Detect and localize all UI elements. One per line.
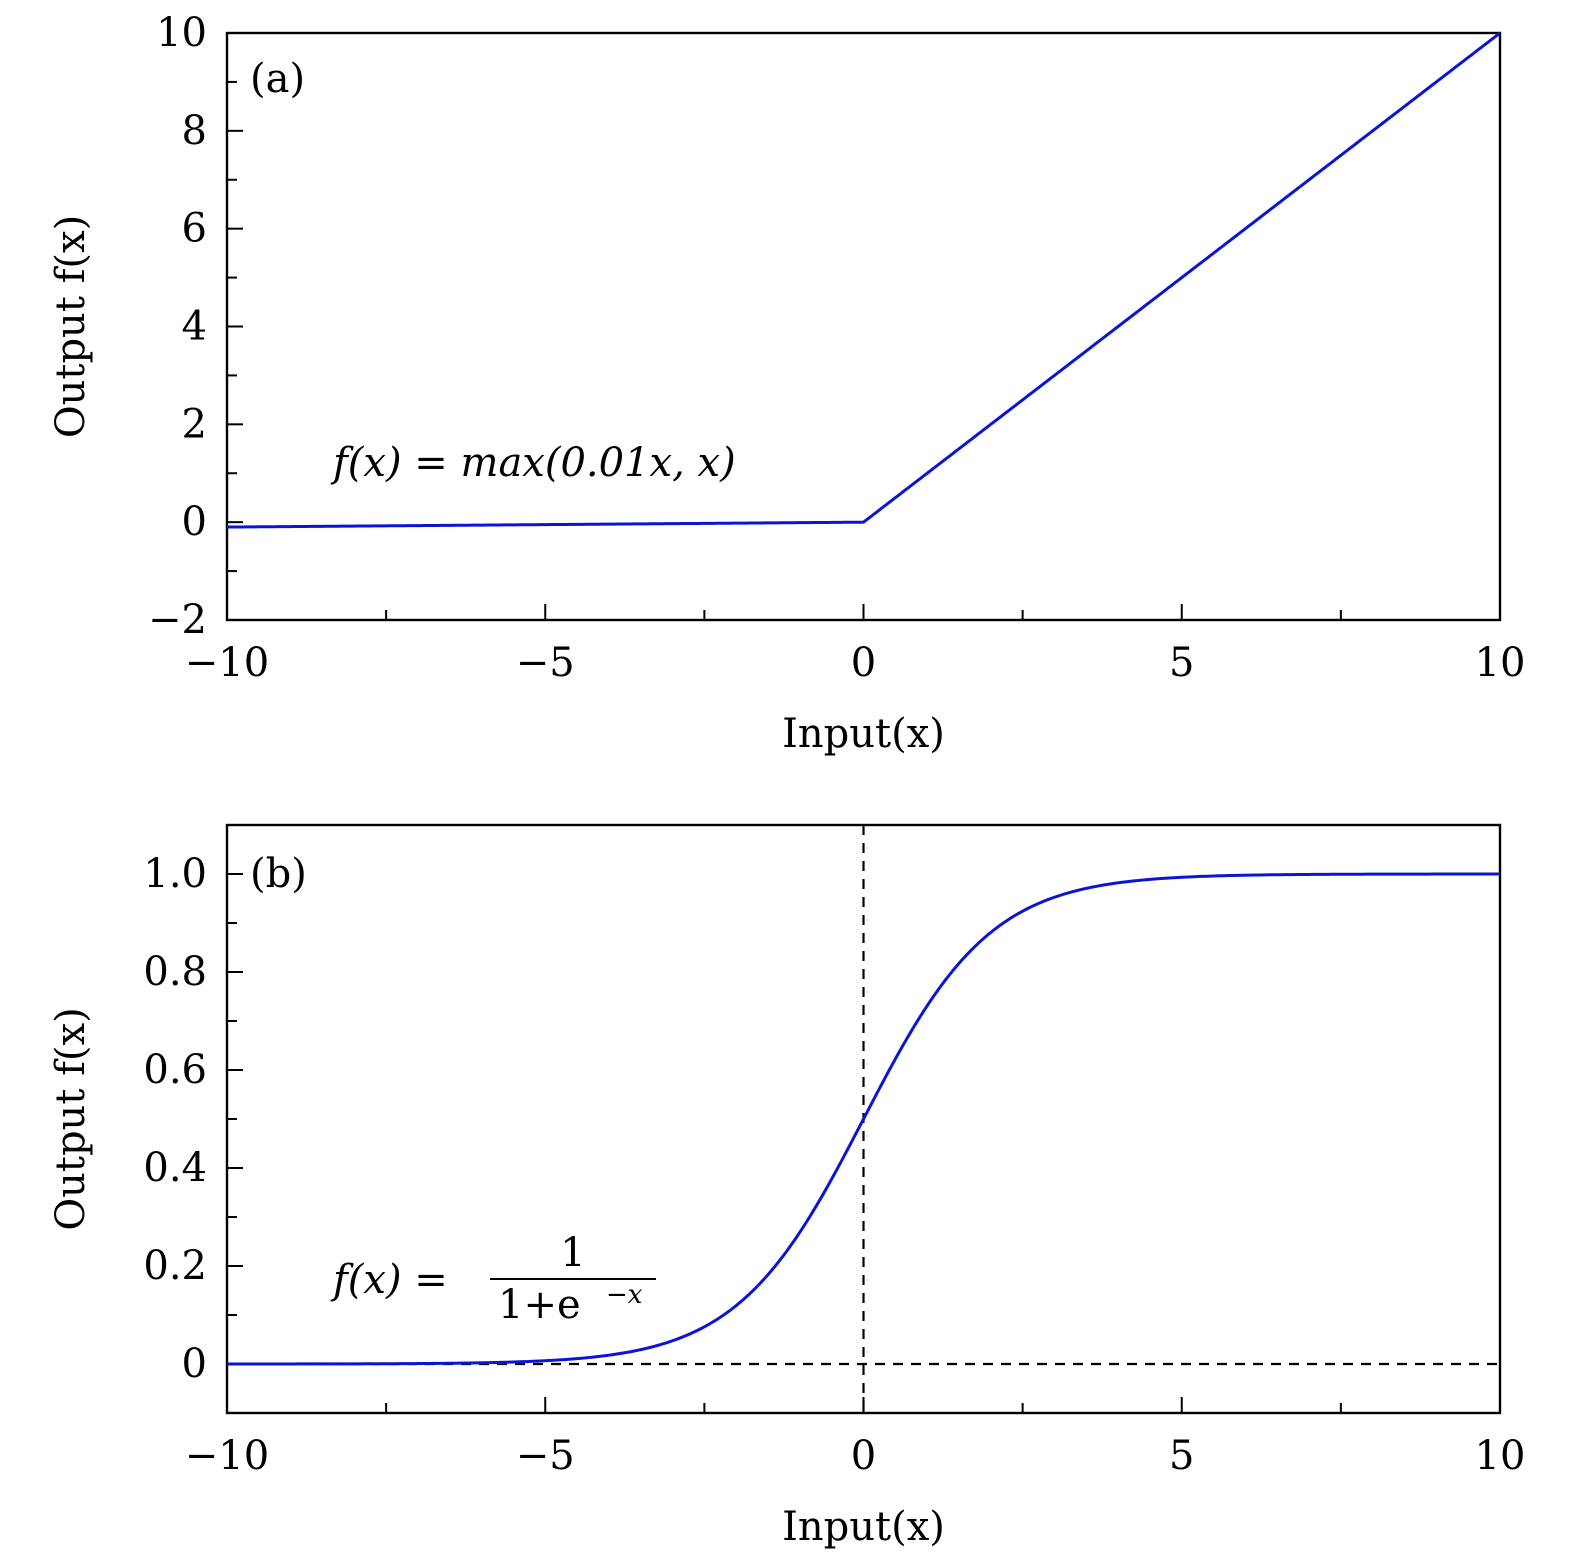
panel-b-formula: f(x) = 1 1+e −x: [330, 1230, 656, 1328]
y-tick-label: 0.4: [143, 1145, 207, 1191]
panel-b-formula-denominator: 1+e: [498, 1282, 581, 1328]
x-tick-label: 10: [1475, 640, 1526, 686]
panel-a-label: (a): [250, 56, 305, 102]
x-tick-label: 5: [1169, 640, 1194, 686]
panel-b-label: (b): [250, 851, 307, 897]
y-tick-label: 0: [182, 499, 207, 545]
y-tick-label: 8: [182, 108, 207, 154]
panel-a-formula: f(x) = max(0.01x, x): [330, 440, 736, 486]
y-tick-label: 6: [182, 206, 207, 252]
y-axis-label: Output f(x): [48, 215, 94, 438]
panel-a-relu-chart: −10 −5 0 5 10 −2 0 2 4 6 8 10 Input(x) Output f(x) (a…: [48, 10, 1525, 757]
panel-b-formula-lhs: f(x) =: [330, 1257, 448, 1303]
x-tick-label: 0: [851, 1433, 876, 1479]
panel-b-formula-exponent: −x: [606, 1280, 643, 1310]
data-series-line: [227, 872, 1500, 1366]
y-tick-label: 10: [156, 10, 207, 56]
panel-b-sigmoid-chart: −10 −5 0 5 10 0 0.2 0.4 0.6 0.8 1.0 Input(x) Output …: [48, 823, 1526, 1550]
y-tick-label: 0.6: [143, 1047, 207, 1093]
x-tick-label: 5: [1169, 1433, 1194, 1479]
x-tick-label: −5: [516, 640, 575, 686]
x-axis-label: Input(x): [782, 711, 945, 757]
x-axis-label: Input(x): [782, 1504, 945, 1550]
y-tick-label: 0.8: [143, 949, 207, 995]
x-tick-label: −10: [185, 1433, 269, 1479]
y-tick-label: 2: [182, 401, 207, 447]
x-tick-label: 0: [851, 640, 876, 686]
plot-frame: [225, 31, 1502, 622]
y-tick-label: 0: [182, 1341, 207, 1387]
data-series-line: [226, 31, 1501, 529]
x-tick-label: −5: [516, 1433, 575, 1479]
y-tick-label: 0.2: [143, 1243, 207, 1289]
panel-b-formula-numerator: 1: [560, 1230, 585, 1276]
x-tick-label: 10: [1475, 1433, 1526, 1479]
y-tick-label: −2: [148, 597, 207, 643]
y-tick-label: 4: [182, 304, 207, 350]
x-tick-label: −10: [185, 640, 269, 686]
y-tick-label: 1.0: [143, 851, 207, 897]
y-axis-label: Output f(x): [48, 1007, 94, 1230]
